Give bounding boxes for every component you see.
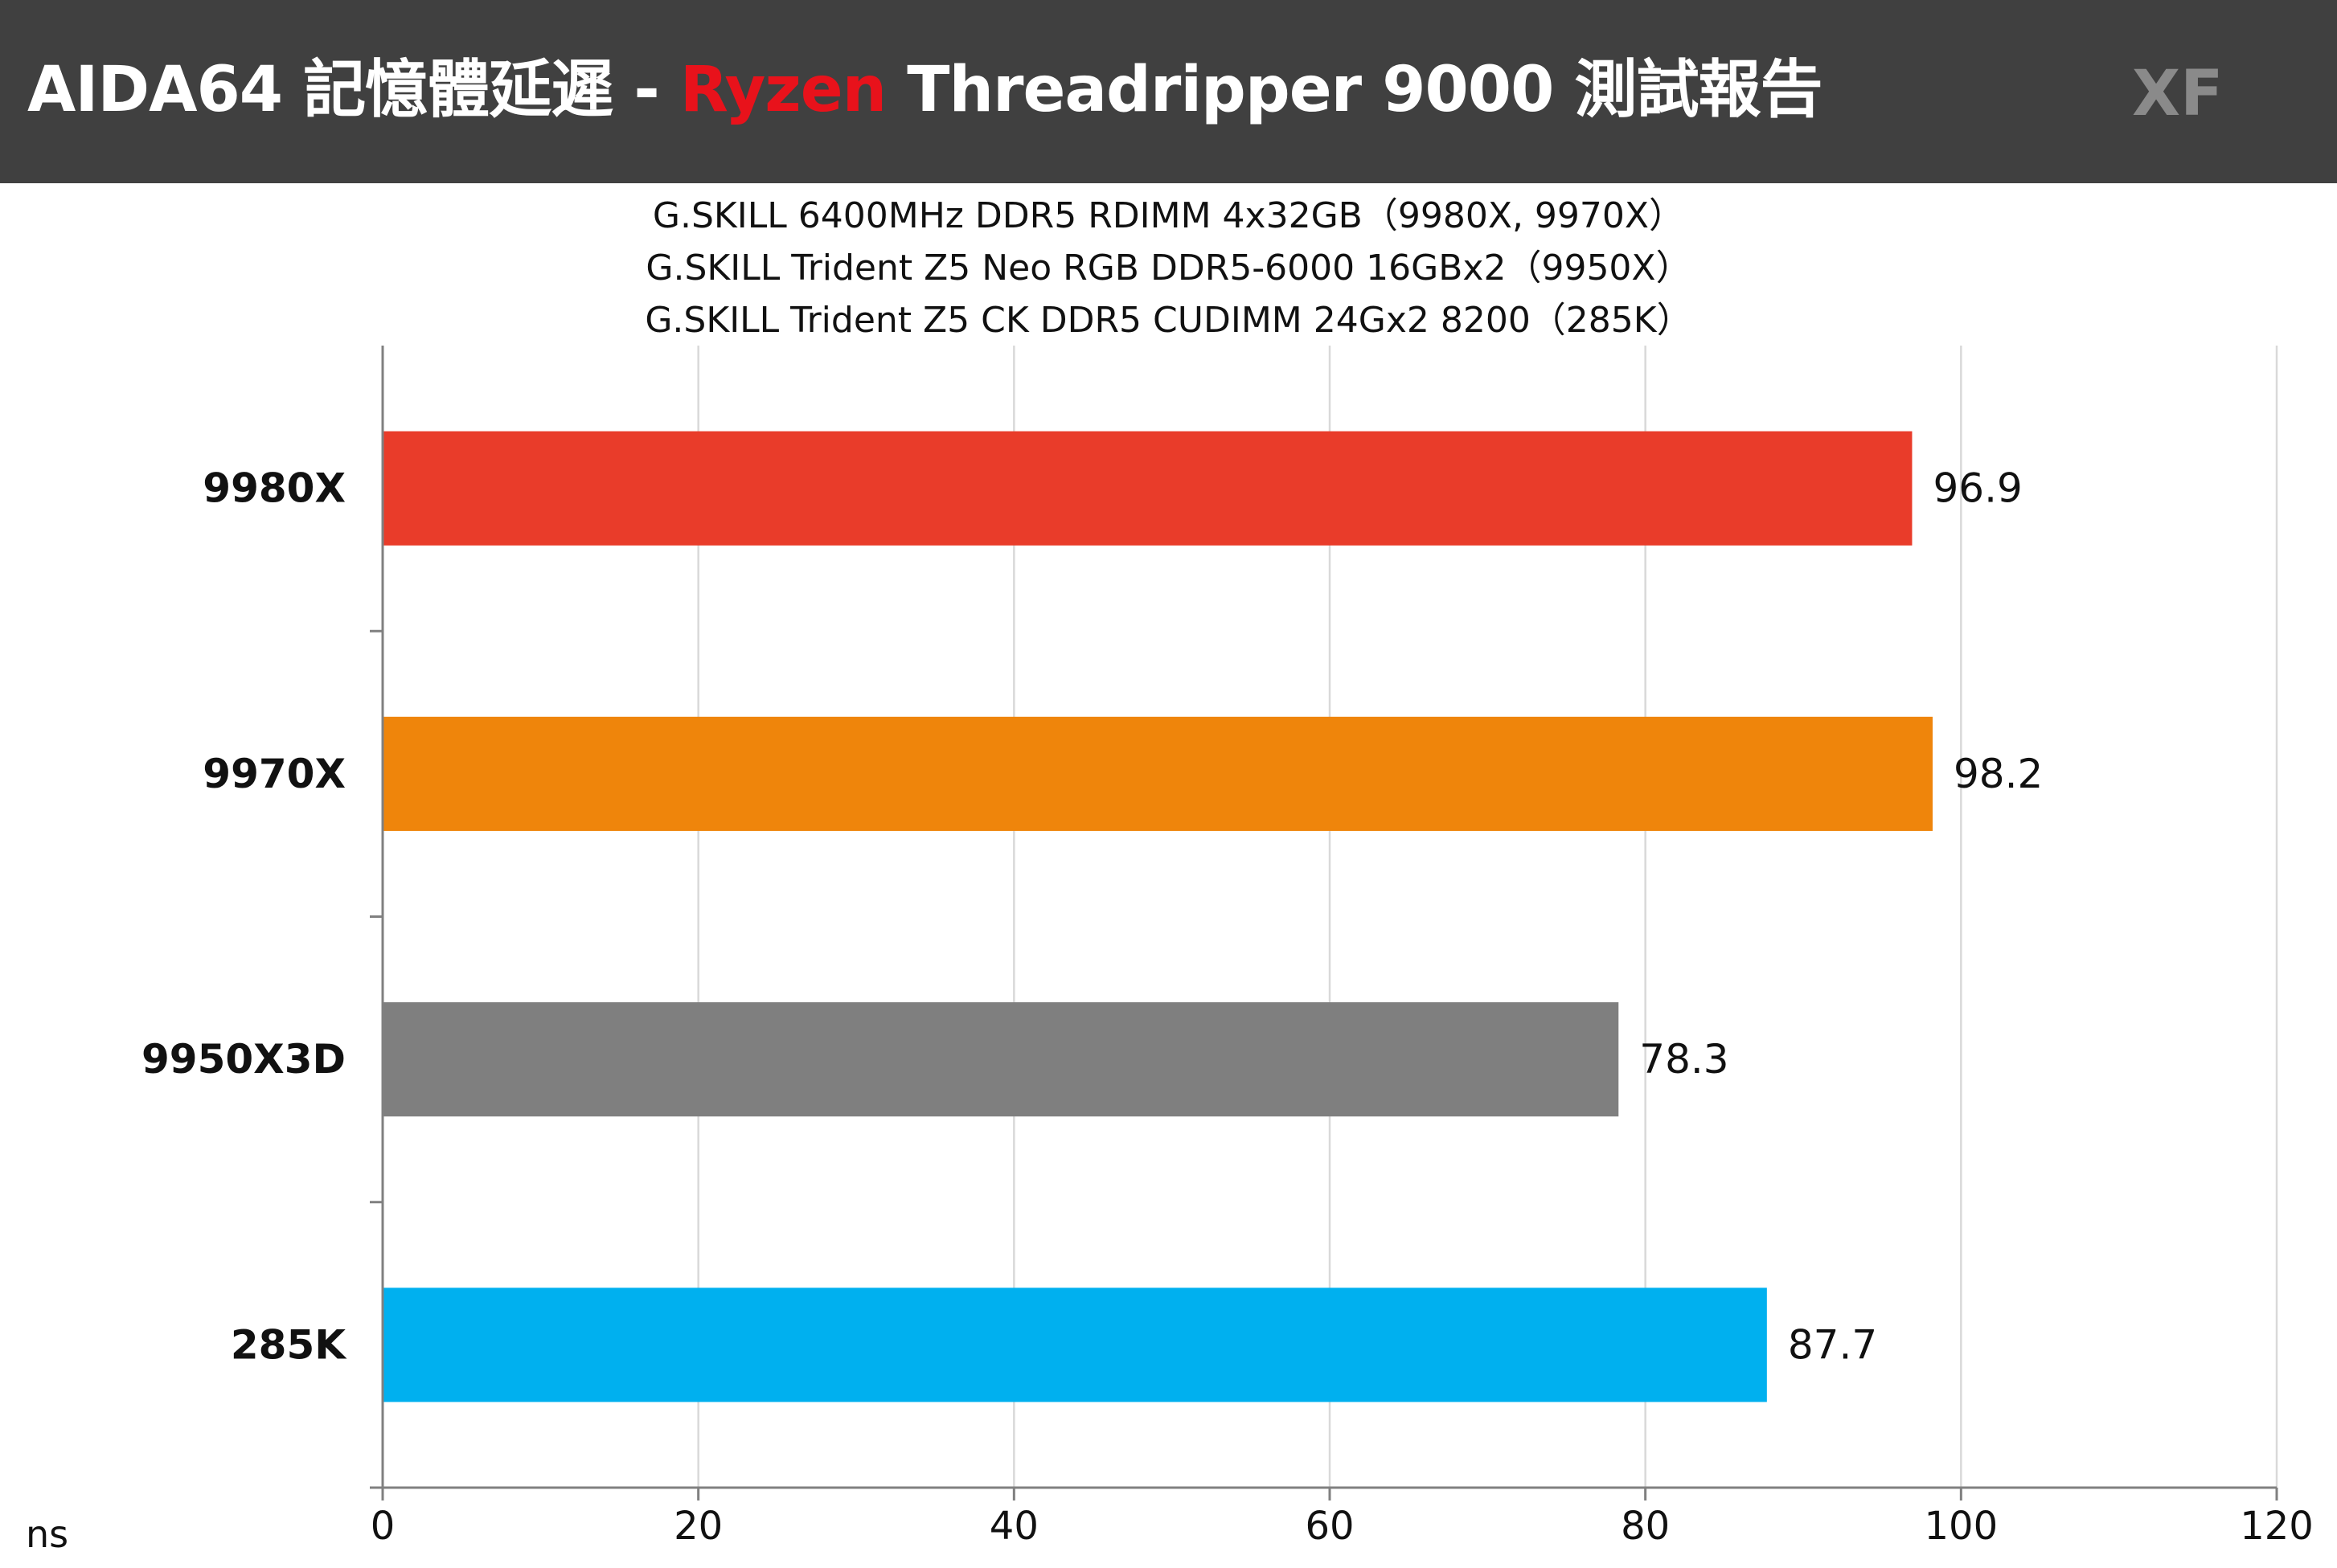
chart-title: AIDA64 記憶體延遲 - Ryzen Threadripper 9000 測… xyxy=(27,42,1823,138)
subtitle-line-3: G.SKILL Trident Z5 CK DDR5 CUDIMM 24Gx2 … xyxy=(645,300,1692,341)
category-label-285K: 285K xyxy=(231,1321,347,1368)
x-tick-label-100: 100 xyxy=(1925,1504,1999,1549)
value-label-9980X: 96.9 xyxy=(1933,465,2022,512)
x-tick-label-0: 0 xyxy=(371,1504,396,1549)
title-accent: Ryzen xyxy=(679,54,887,126)
category-label-9950X3D: 9950X3D xyxy=(141,1036,346,1083)
value-label-285K: 87.7 xyxy=(1788,1321,1877,1368)
bar-9970X xyxy=(383,716,1933,831)
title-bar: AIDA64 記憶體延遲 - Ryzen Threadripper 9000 測… xyxy=(0,0,2337,183)
title-prefix: AIDA64 記憶體延遲 - xyxy=(27,54,680,126)
value-label-9970X: 98.2 xyxy=(1954,751,2043,797)
bar-9980X xyxy=(383,431,1913,546)
title-suffix: Threadripper 9000 測試報告 xyxy=(886,54,1822,126)
category-label-9980X: 9980X xyxy=(203,465,346,512)
brand-logo: XF xyxy=(2132,58,2224,130)
subtitle-line-1: G.SKILL 6400MHz DDR5 RDIMM 4x32GB（9980X,… xyxy=(652,195,1685,236)
x-tick-label-40: 40 xyxy=(990,1504,1039,1549)
bar-285K xyxy=(383,1288,1767,1402)
x-tick-label-60: 60 xyxy=(1305,1504,1354,1549)
bar-9950X3D xyxy=(383,1002,1619,1117)
subtitle-line-2: G.SKILL Trident Z5 Neo RGB DDR5-6000 16G… xyxy=(646,248,1691,289)
x-tick-label-20: 20 xyxy=(674,1504,723,1549)
value-label-9950X3D: 78.3 xyxy=(1639,1036,1728,1083)
x-tick-label-80: 80 xyxy=(1621,1504,1670,1549)
unit-label: ns xyxy=(26,1513,69,1556)
category-label-9970X: 9970X xyxy=(203,751,346,797)
x-tick-label-120: 120 xyxy=(2240,1504,2314,1549)
